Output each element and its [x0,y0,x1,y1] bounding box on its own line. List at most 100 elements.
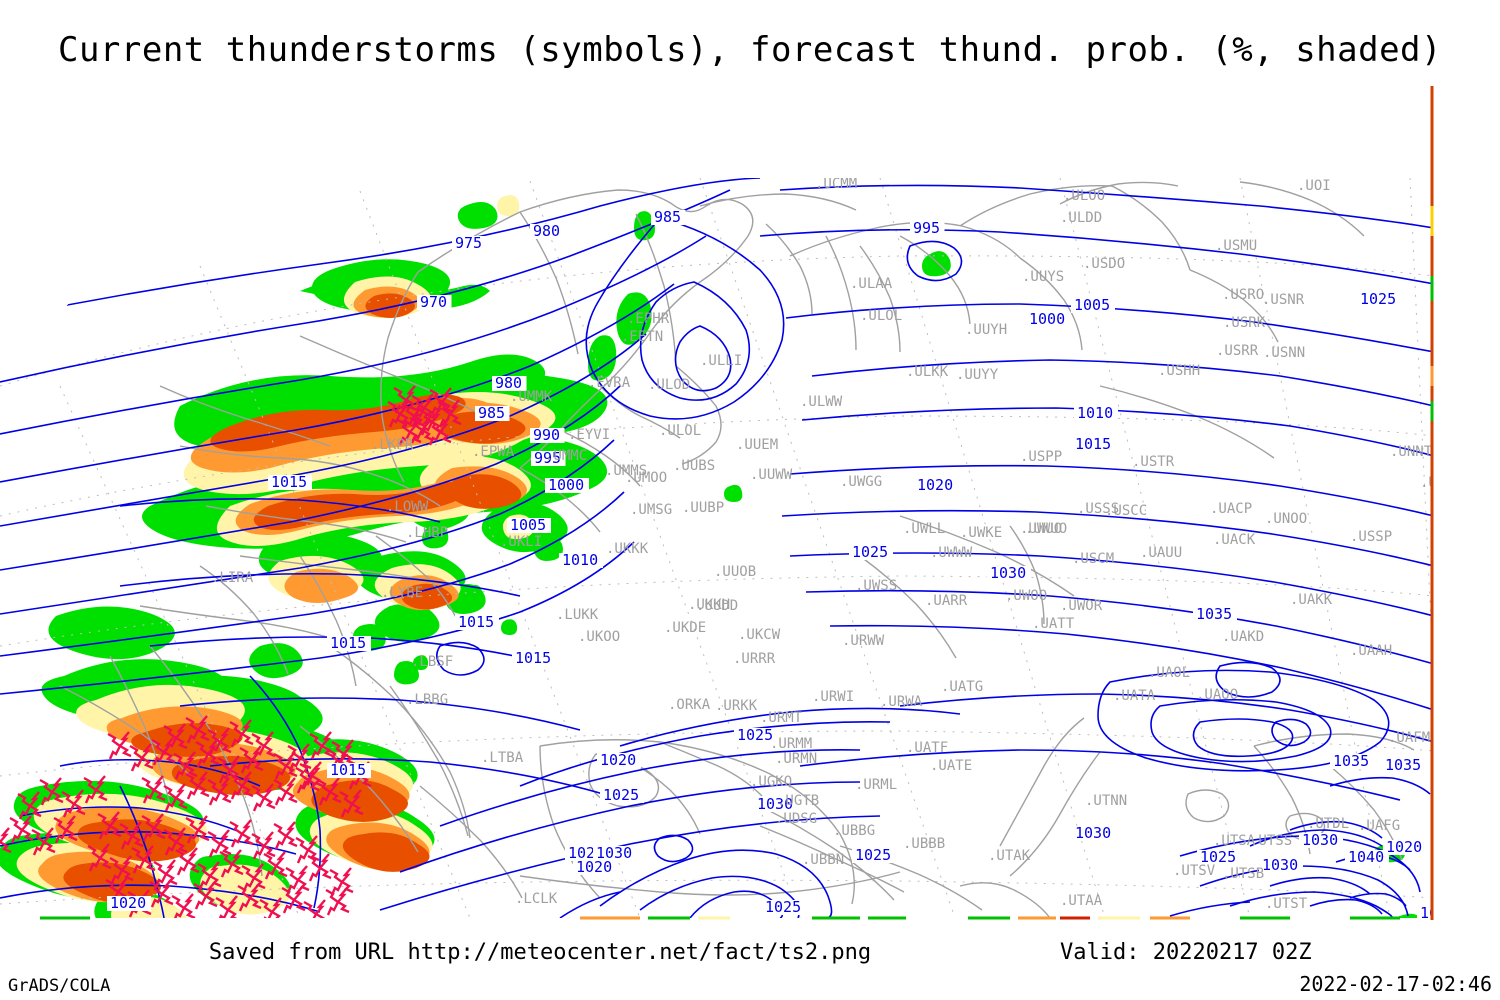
station-label: .UUBP [682,500,724,516]
station-label: .UBBB [903,836,945,852]
station-label: .URWA [880,694,923,710]
station-label: .UBBG [833,823,875,839]
map-canvas[interactable]: 1000 1025 995 985 995 980 975 970 1005 1000 1025 98… [0,86,1434,920]
station-label: .UUYY [956,367,999,383]
isobar-label: 1025 [765,898,801,916]
isobar-label: 995 [699,132,726,150]
station-label: .UARR [925,593,968,609]
station-label: .UMOO [625,470,667,486]
station-label: .UNOO [1265,511,1307,527]
isobar-label: 1005 [1074,296,1110,314]
isobar-label: 990 [533,426,560,444]
station-label: .UUBS [673,458,715,474]
station-label: .UTSA [1213,833,1256,849]
isobar-label: 1020 [917,476,953,494]
station-label: .UATE [930,758,972,774]
isobar-label: 995 [913,219,940,237]
station-label: .EPHR [627,311,670,327]
station-label: .UKKK [606,541,649,557]
station-label: .UTSS [1250,833,1292,849]
station-label: .USPP [1020,449,1062,465]
station-label: .URMN [775,751,817,767]
isobar-label: 1000 [834,88,870,106]
station-label: .UNNT [1390,444,1433,460]
station-label: .UKOO [578,629,620,645]
isobar-label: 1020 [1386,838,1422,856]
isobar-label: 1025 [603,786,639,804]
station-label: .UUYS [1022,269,1064,285]
isobar-label: 1030 [1075,824,1111,842]
station-label: .ULOO [1063,188,1105,204]
station-label: .UGTB [777,793,819,809]
isobar-label: 1030 [1262,856,1298,874]
isobar-label: 1005 [510,516,546,534]
station-label: .UATG [941,679,983,695]
footer-valid: Valid: 20220217 02Z [1060,940,1312,965]
station-label: .LYBE [381,585,423,601]
station-label: .USNN [1263,345,1305,361]
isobar-label: 975 [455,234,482,252]
isobar-label: 1010 [562,551,598,569]
isobar-label: 1015 [515,649,551,667]
isobar-label: 1020 [600,751,636,769]
station-label: .URRR [733,651,776,667]
station-label: .UWUO [1020,521,1062,537]
isobar-label: 1025 [737,726,773,744]
station-label: .UWWW [930,545,973,561]
station-label: .USRO [1222,287,1264,303]
station-label: .URML [855,777,897,793]
station-label: .UWKE [960,525,1002,541]
station-label: .UGKQ [750,774,792,790]
isobar-label: 1025 [852,543,888,561]
station-label: .UKKH [688,597,730,613]
station-label: .EETN [621,329,663,345]
isobar-labels: 1000 1025 995 985 995 980 975 970 1005 1000 1025 98… [107,88,1434,920]
isobar-label: 985 [654,208,681,226]
station-label: .LBSF [411,654,453,670]
isobar-label: 1035 [1385,756,1421,774]
isobar-label: 1030 [1302,831,1338,849]
station-label: .ULOL [659,423,701,439]
isobar-label: 1035 [1196,605,1232,623]
station-label: .ULOD [648,377,690,393]
station-label: .LOWW [386,499,429,515]
station-label: .USDO [1083,256,1125,272]
station-label: .UOI [1297,178,1331,194]
station-label: .UWUO [1025,521,1067,537]
station-label: .UDSG [775,811,817,827]
station-label: .UTST [1265,896,1308,912]
station-label: .LCLK [515,891,558,907]
station-label: .ULOL [860,308,902,324]
station-label: .UAAH [1350,643,1392,659]
isobar-label: 1010 [1077,404,1113,422]
station-label: .ULKK [906,364,949,380]
station-label: .USRR [1216,343,1259,359]
coastlines [59,181,1415,918]
station-label: .UMMK [510,389,553,405]
station-label: .UMMS [605,463,647,479]
station-label: .UKCW [738,627,781,643]
isobar-label: 1020 [110,894,146,912]
station-label: .UACP [1210,501,1252,517]
footer-url: Saved from URL http://meteocenter.net/fa… [208,940,872,965]
isobar-label: 980 [533,222,560,240]
weather-map[interactable]: 1000 1025 995 985 995 980 975 970 1005 1000 1025 98… [0,86,1434,920]
isobar-label: 1035 [1420,904,1434,920]
station-label: .UKDE [664,620,706,636]
isobar-label: 1020 [576,858,612,876]
isobar-label: 1030 [990,564,1026,582]
station-label: .UWSS [855,578,897,594]
station-label: .UATT [1032,616,1075,632]
station-label: .UCMM [815,176,857,192]
isobar-label: 1015 [330,761,366,779]
isobar-label: 1000 [1029,310,1065,328]
station-label: .UATF [906,740,948,756]
station-label: .USHH [1158,363,1200,379]
isobar-label: 1025 [1345,94,1381,112]
footer-producer: GrADS/COLA [8,976,111,996]
station-label: .UUYH [965,322,1007,338]
isobar-label: 1025 [855,846,891,864]
station-label: .UUOB [714,564,756,580]
station-label: .URMM [770,736,812,752]
